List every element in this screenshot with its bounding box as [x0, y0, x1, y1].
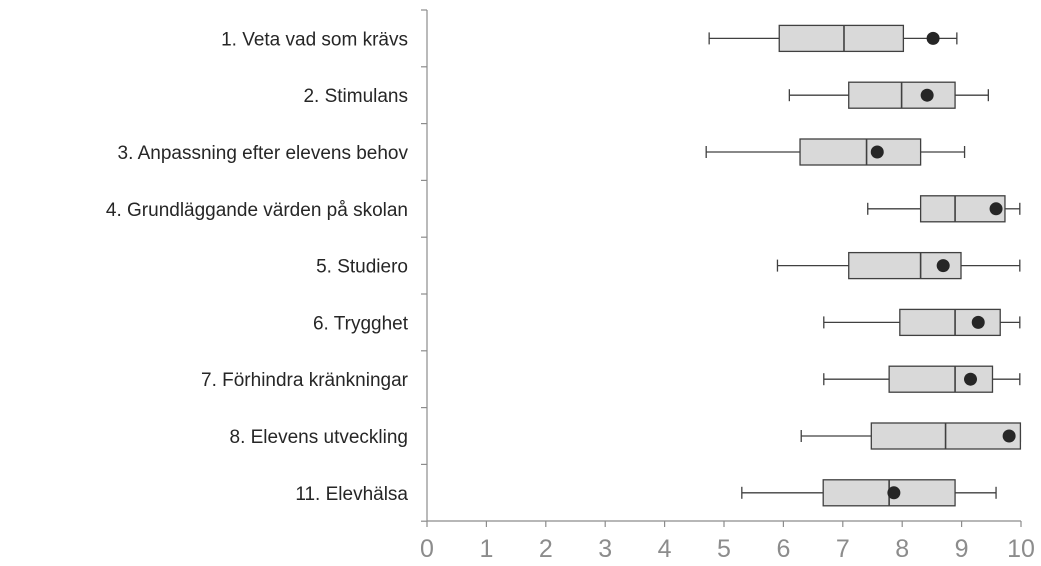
iqr-box [799, 138, 922, 166]
category-label: 7. Förhindra kränkningar [201, 370, 409, 391]
category-label: 6. Trygghet [313, 313, 409, 334]
mean-marker [920, 88, 934, 102]
x-tick-label: 6 [776, 535, 790, 563]
mean-marker [870, 145, 884, 159]
box-group [800, 422, 1022, 450]
mean-marker [887, 486, 901, 500]
x-tick-label: 1 [479, 535, 493, 563]
x-tick-label: 9 [955, 535, 969, 563]
axes [421, 9, 1022, 527]
category-label: 4. Grundläggande värden på skolan [106, 200, 408, 221]
mean-marker [964, 372, 978, 386]
x-tick-label: 7 [836, 535, 850, 563]
mean-marker [971, 315, 985, 329]
category-label: 11. Elevhälsa [295, 484, 408, 505]
x-tick-label: 2 [539, 535, 553, 563]
box-group [776, 251, 1021, 280]
x-tick-label: 5 [717, 535, 731, 563]
x-tick-labels: 0 1 2 3 4 5 6 7 8 9 10 [420, 535, 1035, 563]
box-group [708, 24, 958, 53]
x-tick-label: 10 [1007, 535, 1035, 563]
category-label: 2. Stimulans [303, 86, 408, 107]
x-tick-label: 0 [420, 535, 434, 563]
category-labels: 1. Veta vad som krävs 2. Stimulans 3. Anpa… [106, 29, 409, 504]
category-label: 3. Anpassning efter elevens behov [118, 143, 409, 164]
category-label: 1. Veta vad som krävs [221, 29, 408, 50]
mean-marker [926, 31, 940, 45]
category-label: 5. Studiero [316, 257, 408, 278]
box-group [823, 308, 1021, 337]
iqr-box [919, 195, 1006, 223]
mean-marker [1002, 429, 1016, 443]
box-group [705, 138, 966, 166]
x-tick-label: 3 [598, 535, 612, 563]
x-tick-label: 4 [658, 535, 672, 563]
mean-marker [936, 259, 950, 273]
iqr-box [899, 308, 1001, 337]
box-group [741, 479, 997, 507]
category-label: 8. Elevens utveckling [230, 427, 409, 448]
box-group [867, 195, 1021, 223]
mean-marker [989, 202, 1003, 216]
iqr-box [778, 24, 905, 53]
box-group [788, 81, 989, 109]
x-tick-label: 8 [895, 535, 909, 563]
plot-area [705, 24, 1022, 507]
box-group [823, 365, 1021, 393]
